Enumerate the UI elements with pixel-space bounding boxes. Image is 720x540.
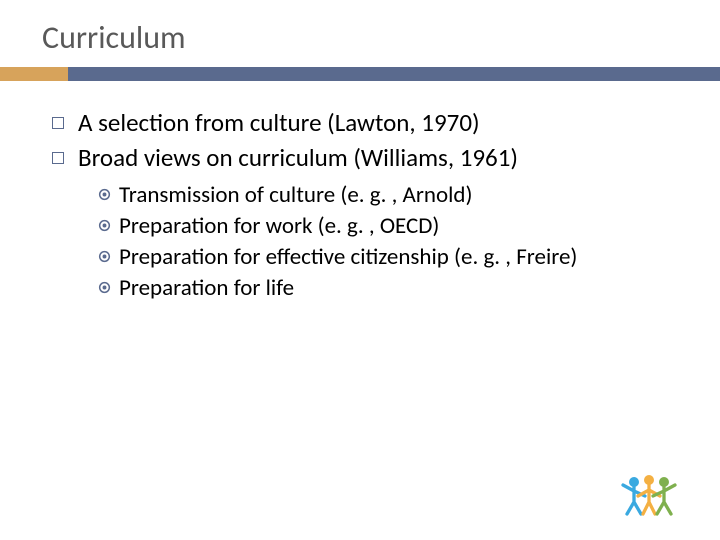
list-item: A selection from culture (Lawton, 1970): [52, 107, 680, 140]
list-item: Broad views on curriculum (Williams, 196…: [52, 142, 680, 175]
list-item-label: Preparation for life: [119, 273, 294, 304]
people-logo-icon: [614, 472, 684, 518]
circle-dot-bullet-icon: [98, 281, 111, 294]
sublist: Transmission of culture (e. g. , Arnold)…: [52, 180, 680, 304]
circle-dot-bullet-icon: [98, 250, 111, 263]
list-item-label: Preparation for work (e. g. , OECD): [119, 211, 439, 242]
page-title: Curriculum: [42, 18, 720, 57]
divider-accent: [0, 67, 68, 81]
divider-bar: [0, 67, 720, 81]
square-bullet-icon: [52, 117, 64, 129]
list-item: Preparation for life: [98, 273, 680, 304]
square-bullet-icon: [52, 152, 64, 164]
circle-dot-bullet-icon: [98, 219, 111, 232]
list-item-label: A selection from culture (Lawton, 1970): [78, 107, 480, 140]
list-item: Transmission of culture (e. g. , Arnold): [98, 180, 680, 211]
divider-main: [68, 67, 720, 81]
list-item: Preparation for effective citizenship (e…: [98, 242, 680, 273]
content-area: A selection from culture (Lawton, 1970) …: [0, 81, 720, 304]
list-item-label: Broad views on curriculum (Williams, 196…: [78, 142, 518, 175]
title-area: Curriculum: [0, 0, 720, 67]
circle-dot-bullet-icon: [98, 188, 111, 201]
list-item-label: Preparation for effective citizenship (e…: [119, 242, 577, 273]
list-item: Preparation for work (e. g. , OECD): [98, 211, 680, 242]
list-item-label: Transmission of culture (e. g. , Arnold): [119, 180, 472, 211]
